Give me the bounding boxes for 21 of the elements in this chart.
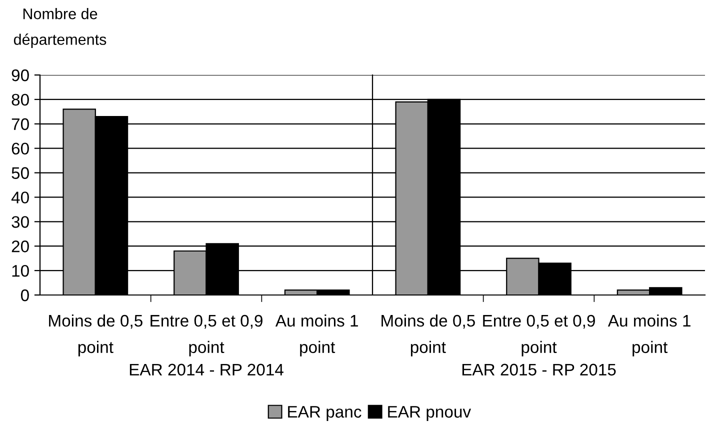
legend-label: EAR panc bbox=[288, 406, 362, 421]
y-tick-label: 80 bbox=[12, 94, 29, 106]
legend-label: EAR pnouv bbox=[388, 406, 472, 421]
x-axis-title: EAR 2014 - RP 2014 bbox=[130, 364, 284, 376]
x-axis-title: EAR 2015 - RP 2015 bbox=[462, 364, 616, 376]
x-tick-label: Moins de 0,5 point bbox=[382, 314, 475, 356]
y-tick-label: 0 bbox=[20, 289, 29, 302]
x-tick-label: Moins de 0,5 point bbox=[49, 314, 142, 356]
y-tick-label: 70 bbox=[12, 118, 29, 130]
x-tick-label: Entre 0,5 et 0,9 point bbox=[150, 314, 262, 356]
y-tick-label: 20 bbox=[12, 240, 29, 252]
y-tick-label: 50 bbox=[12, 167, 29, 179]
y-tick-label: 30 bbox=[12, 216, 29, 228]
y-tick-label: 90 bbox=[12, 69, 29, 82]
y-tick-label: 60 bbox=[12, 142, 29, 155]
x-tick-label: Au moins 1 point bbox=[608, 314, 690, 356]
y-tick-label: 10 bbox=[12, 264, 29, 277]
y-axis-title: Nombre de départements bbox=[14, 8, 106, 48]
y-tick-label: 40 bbox=[11, 192, 29, 204]
x-tick-label: Entre 0,5 et 0,9 point bbox=[483, 314, 595, 356]
x-tick-label: Au moins 1 point bbox=[275, 314, 358, 356]
